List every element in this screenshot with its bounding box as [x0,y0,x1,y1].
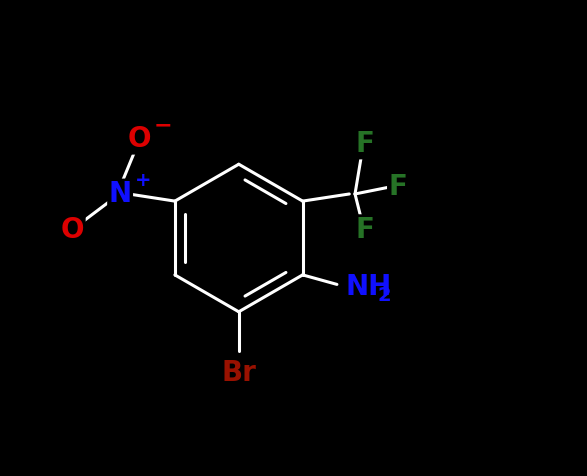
Text: +: + [134,171,151,190]
Text: −: − [153,116,172,136]
Text: N: N [109,180,131,208]
Text: Br: Br [221,359,256,387]
Text: O: O [61,216,85,244]
Text: NH: NH [346,273,392,301]
Text: F: F [389,173,407,201]
Text: 2: 2 [378,286,392,305]
Text: F: F [355,216,374,244]
Text: O: O [127,125,151,153]
Text: F: F [355,130,374,158]
